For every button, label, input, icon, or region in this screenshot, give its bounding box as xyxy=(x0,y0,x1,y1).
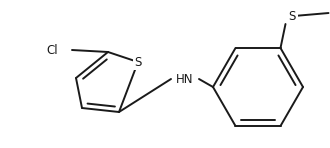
Text: HN: HN xyxy=(176,73,194,86)
Text: Cl: Cl xyxy=(47,44,58,57)
Text: S: S xyxy=(288,9,296,22)
Text: S: S xyxy=(134,56,142,69)
